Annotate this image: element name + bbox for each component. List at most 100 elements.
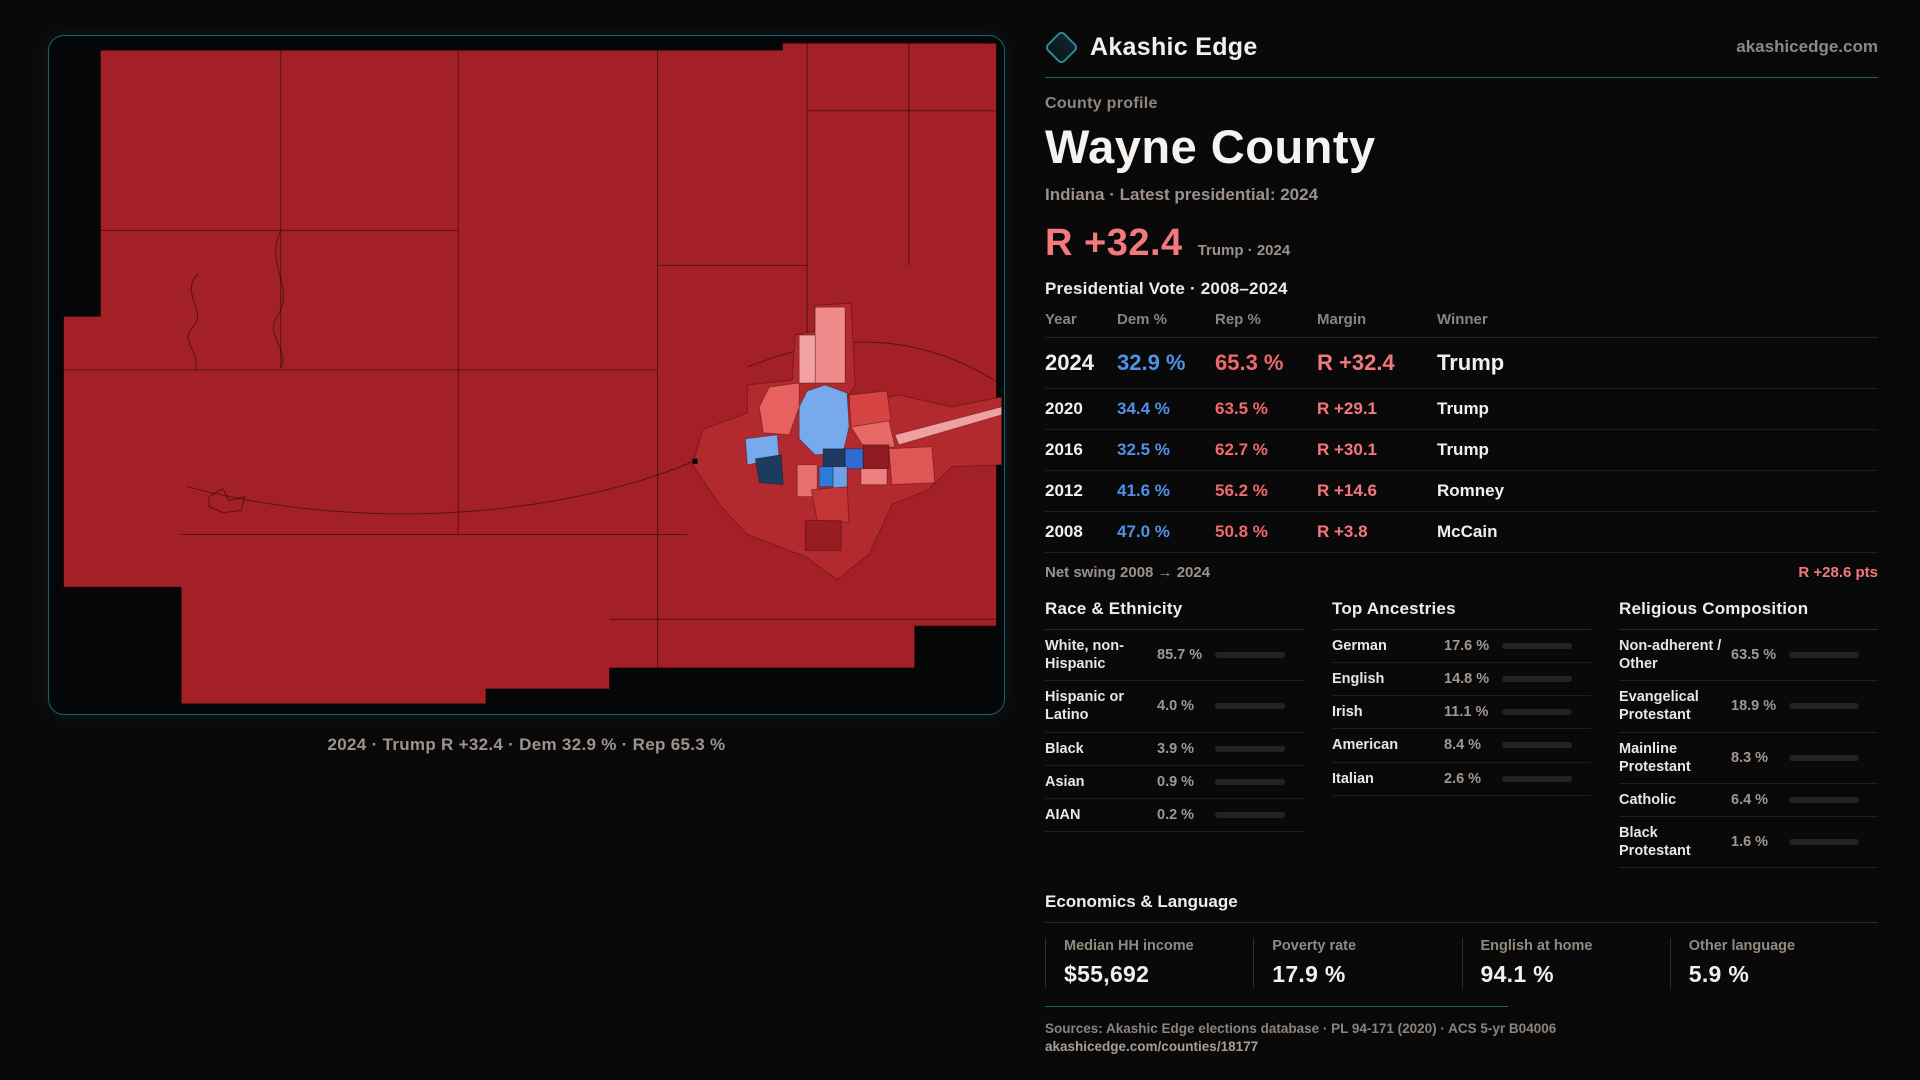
cell-winner: McCain [1437,522,1498,541]
table-row: 2012 41.6 % 56.2 % R +14.6 Romney [1045,471,1878,512]
cell-margin: R +29.1 [1317,399,1378,418]
cell-dem: 47.0 % [1117,522,1170,541]
precinct-boundaries [63,42,999,669]
map-precinct [804,520,842,551]
demo-label: AIAN [1045,806,1081,823]
demo-value: 18.9 % [1731,698,1777,715]
stat-value: $55,692 [1064,961,1150,988]
demo-label: Irish [1332,704,1363,721]
list-item: Evangelical Protestant 18.9 % [1619,681,1878,733]
county-profile-panel: Akashic Edge akashicedge.com County prof… [1043,26,1878,1055]
ancestries-section: Top Ancestries German 17.6 % English 14.… [1332,599,1591,868]
list-item: American 8.4 % [1332,729,1591,763]
demo-label: Asian [1045,773,1085,790]
demo-label: Black Protestant [1619,824,1691,859]
demo-value: 4.0 % [1157,698,1195,715]
bar-track [1789,703,1859,710]
county-map-panel: 2024 · Trump R +32.4 · Dem 32.9 % · Rep … [48,35,1005,755]
map-precinct [850,420,896,450]
cell-year: 2016 [1045,440,1083,459]
cell-year: 2012 [1045,481,1083,500]
page-title: Wayne County [1045,120,1376,173]
cell-dem: 32.9 % [1117,350,1186,375]
cell-margin: R +30.1 [1317,440,1378,459]
demo-label: Non-adherent / Other [1619,638,1722,673]
section-title: Top Ancestries [1332,599,1591,630]
map-precinct [894,406,1002,446]
cell-dem: 34.4 % [1117,399,1170,418]
table-row: 2020 34.4 % 63.5 % R +29.1 Trump [1045,389,1878,430]
map-precinct [798,334,816,384]
map-precinct [844,448,864,470]
demo-value: 63.5 % [1731,647,1777,664]
bar-track [1215,811,1285,818]
eyebrow-label: County profile [1045,95,1158,112]
cell-dem: 32.5 % [1117,440,1170,459]
permalink-url[interactable]: akashicedge.com/counties/18177 [1045,1039,1259,1055]
col-winner: Winner [1437,311,1488,328]
list-item: Asian 0.9 % [1045,766,1304,799]
list-item: German 17.6 % [1332,630,1591,664]
list-item: Black 3.9 % [1045,733,1304,766]
cell-rep: 62.7 % [1215,440,1268,459]
bar-track [1502,643,1572,650]
list-item: AIAN 0.2 % [1045,799,1304,832]
demo-value: 85.7 % [1157,647,1203,664]
demo-label: American [1332,737,1399,754]
cell-winner: Trump [1437,440,1489,459]
map-precinct [832,466,848,490]
map-precinct [814,306,846,384]
stat-label: Other language [1688,938,1796,955]
demo-value: 8.3 % [1731,749,1769,766]
map-precinct [888,446,936,486]
stat-poverty-rate: Poverty rate 17.9 % [1253,938,1461,989]
cell-winner: Romney [1437,481,1505,500]
list-item: Mainline Protestant 8.3 % [1619,733,1878,784]
bar-track [1789,652,1859,659]
map-precinct [818,466,834,488]
brand-domain-link[interactable]: akashicedge.com [1736,37,1878,56]
map-precinct [810,486,850,523]
demo-label: German [1332,638,1387,654]
economics-title: Economics & Language [1045,892,1878,924]
diamond-logo-icon [1043,29,1080,65]
bar-track [1789,796,1859,803]
headline-context: Trump · 2024 [1197,242,1291,259]
precinct-map [48,35,1005,715]
demo-label: Catholic [1619,791,1677,808]
list-item: Black Protestant 1.6 % [1619,817,1878,869]
table-row: 2024 32.9 % 65.3 % R +32.4 Trump [1045,338,1878,389]
demo-value: 2.6 % [1444,770,1482,787]
demographics-grid: Race & Ethnicity White, non-Hispanic 85.… [1045,599,1878,869]
list-item: Hispanic or Latino 4.0 % [1045,681,1304,733]
footer-divider [1045,1006,1508,1008]
table-row: 2008 47.0 % 50.8 % R +3.8 McCain [1045,512,1878,553]
demo-value: 6.4 % [1731,791,1769,808]
map-precinct [862,444,890,470]
stat-label: Median HH income [1064,938,1194,955]
net-swing-row: Net swing 2008 → 2024 R +28.6 pts [1045,564,1878,581]
map-caption: 2024 · Trump R +32.4 · Dem 32.9 % · Rep … [327,735,726,754]
demo-label: Black [1045,740,1084,757]
demo-value: 0.9 % [1157,773,1195,790]
sources-text: Sources: Akashic Edge elections database… [1045,1021,1557,1037]
demo-label: Italian [1332,770,1374,787]
headline-margin: R +32.4 [1045,222,1183,264]
demo-value: 17.6 % [1444,638,1490,655]
demo-value: 8.4 % [1444,737,1482,754]
map-precinct [798,384,850,456]
demo-value: 14.8 % [1444,671,1490,688]
cell-rep: 65.3 % [1215,350,1284,375]
vote-table-title: Presidential Vote · 2008–2024 [1045,279,1288,298]
stat-median-income: Median HH income $55,692 [1045,938,1253,989]
bar-track [1789,839,1859,845]
bar-track [1502,775,1572,782]
cell-rep: 56.2 % [1215,481,1268,500]
stat-english-at-home: English at home 94.1 % [1461,938,1670,989]
table-row: 2016 32.5 % 62.7 % R +30.1 Trump [1045,430,1878,471]
cell-winner: Trump [1437,399,1489,418]
map-precinct [860,468,888,486]
county-shape [62,42,998,705]
map-precinct [692,302,1002,580]
cell-margin: R +32.4 [1317,350,1395,375]
